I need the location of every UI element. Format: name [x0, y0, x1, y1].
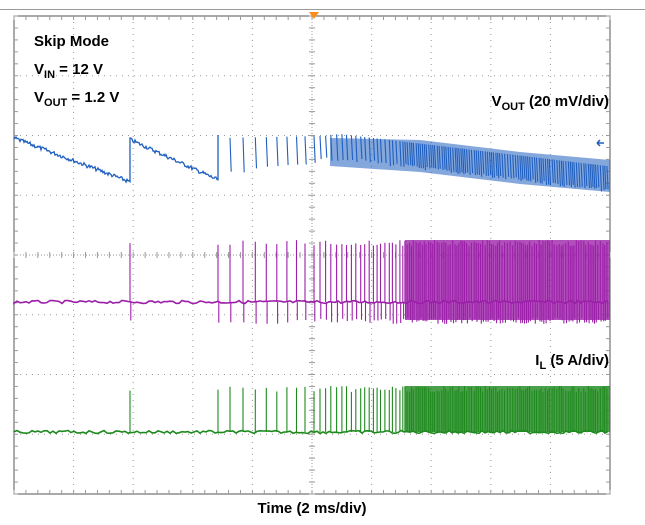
- top-border-line: [0, 9, 645, 10]
- trace-switch-node-band: [405, 240, 610, 320]
- vout-setting-label: VOUT = 1.2 V: [34, 89, 119, 109]
- channel-marker-vout: [596, 139, 604, 147]
- trigger-marker: [309, 12, 319, 19]
- trace-vout: [13, 135, 219, 184]
- trace-il-baseline: [13, 429, 609, 435]
- trace-group: [13, 134, 610, 435]
- vin-label: VIN = 12 V: [34, 61, 103, 81]
- vout-trace-label: VOUT (20 mV/div): [492, 93, 609, 113]
- il-trace-label: IL (5 A/div): [535, 352, 609, 372]
- x-axis-label: Time (2 ms/div): [258, 500, 367, 517]
- trace-il-band: [405, 386, 610, 432]
- trace-vout-band: [330, 138, 610, 192]
- mode-label: Skip Mode: [34, 33, 109, 50]
